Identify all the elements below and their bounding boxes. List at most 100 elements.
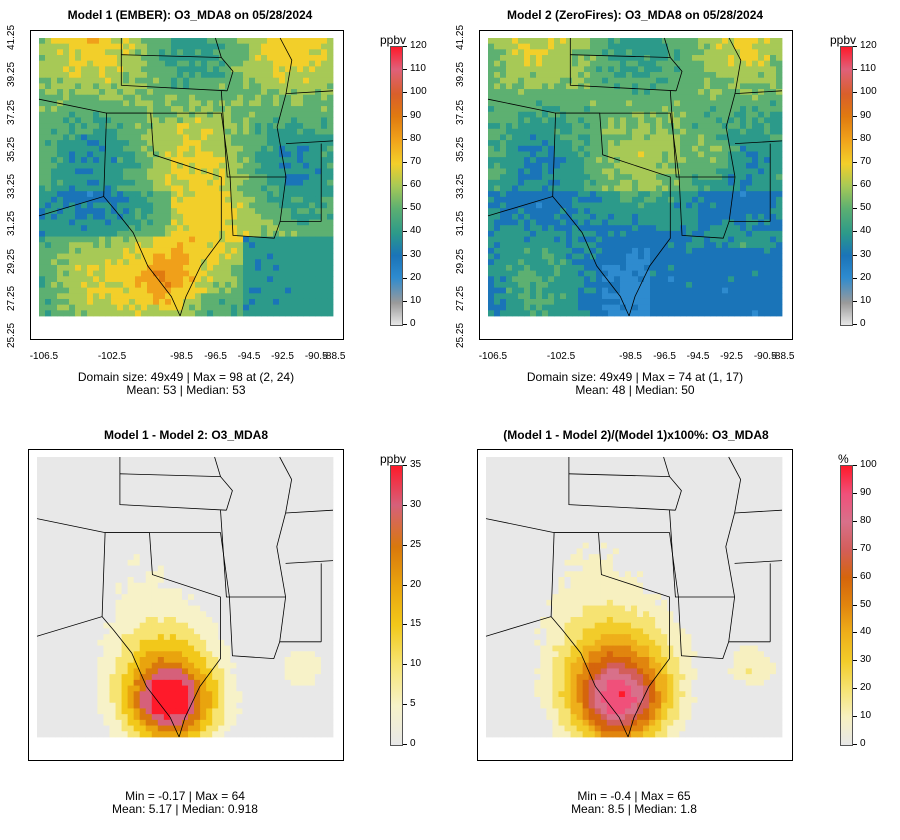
grid-cells [486,457,783,738]
colorbar [390,465,403,746]
colorbar-tick-label: 60 [860,179,872,190]
y-tick-label: 39.25 [455,62,466,88]
state-boundary [214,456,233,511]
colorbar-tick-mark [853,492,857,494]
colorbar-tick-mark [853,744,857,745]
colorbar-tick-label: 20 [410,578,422,590]
colorbar-unit: ppbv [830,33,857,47]
state-boundary [279,456,293,514]
state-boundary [279,37,293,94]
state-boundary [119,457,227,511]
ozone-map [38,37,334,317]
stat-line-2: Mean: 8.5 | Median: 1.8 [571,802,697,816]
state-boundary [555,112,680,178]
colorbar-tick-label: 80 [860,132,872,144]
colorbar-tick-mark [853,185,857,186]
colorbar-tick-label: 5 [410,698,416,710]
colorbar-tick-mark [403,115,407,117]
colorbar-tick-label: 100 [410,86,427,98]
state-boundary [38,98,107,114]
colorbar-tick-label: 10 [860,294,872,306]
boundary-lines [36,456,334,738]
colorbar-tick-label: 70 [860,542,872,554]
colorbar-tick-label: 70 [860,155,872,167]
colorbar-tick-mark [403,69,407,71]
state-boundary [220,510,286,598]
colorbar-unit: ppbv [380,33,407,47]
colorbar-tick-mark [403,324,407,325]
colorbar-tick-label: 40 [860,626,872,638]
y-tick-label: 29.25 [455,248,466,274]
state-boundary [487,98,556,114]
state-boundary [285,90,334,94]
state-boundary [276,512,287,642]
panel-title: Model 1 - Model 2: O3_MDA8 [103,428,269,442]
y-tick-label: 35.25 [6,136,17,162]
y-tick-label: 25.25 [6,322,17,348]
x-tick-label: -96.5 [653,351,676,362]
colorbar-tick-mark [403,504,407,506]
colorbar-tick-label: 10 [410,294,422,306]
state-boundary [485,518,555,533]
state-boundary [678,176,771,239]
colorbar-tick-label: 30 [860,248,872,260]
colorbar-tick-mark [403,300,407,302]
colorbar-tick-label: 30 [860,654,872,666]
colorbar-tick-label: 90 [860,486,872,498]
map-plot-area [479,30,793,340]
state-boundary [106,112,231,178]
colorbar-tick-mark [403,744,407,745]
state-boundary [663,456,682,511]
state-boundary [105,532,230,598]
colorbar [390,46,403,326]
colorbar-tick-mark [403,544,407,546]
colorbar [840,46,853,326]
colorbar-tick-mark [853,138,857,140]
boundary-lines [38,37,334,317]
grid-cells [39,38,334,317]
x-tick-label: -98.5 [619,351,642,362]
colorbar-tick-mark [853,688,857,690]
state-boundary [550,616,629,738]
colorbar-unit: % [838,452,849,466]
colorbar-tick-label: 30 [410,498,422,510]
state-boundary [119,473,221,477]
colorbar-tick-label: 10 [410,658,422,670]
state-boundary [734,509,783,514]
state-boundary [568,457,676,511]
state-boundary [678,596,771,660]
state-boundary [569,38,677,92]
state-boundary [552,196,630,317]
colorbar-tick-label: 35 [410,459,422,470]
state-boundary [664,37,683,91]
y-tick-label: 25.25 [455,322,466,348]
panel-title: Model 2 (ZeroFires): O3_MDA8 on 05/28/20… [506,8,764,22]
map-plot-area [477,449,793,761]
colorbar-tick-mark [403,465,407,466]
state-boundary [570,54,671,58]
colorbar-tick-label: 0 [860,318,866,329]
state-boundary [734,560,783,564]
x-tick-label: -106.5 [478,351,508,362]
grid-cells [37,457,334,738]
colorbar-tick-label: 40 [410,225,422,237]
x-tick-label: -102.5 [546,351,576,362]
y-tick-label: 41.25 [6,24,17,50]
percent-difference-map [485,456,783,738]
colorbar-tick-label: 15 [410,618,422,630]
x-tick-label: -92.5 [271,351,294,362]
colorbar-tick-mark [403,254,407,256]
y-tick-label: 33.25 [6,173,17,199]
colorbar-tick-mark [853,161,857,163]
y-tick-label: 35.25 [455,136,466,162]
state-boundary [103,196,181,317]
y-tick-label: 31.25 [455,211,466,237]
state-boundary [36,518,106,533]
map-plot-area [30,30,344,340]
state-boundary [734,90,783,94]
y-tick-label: 27.25 [455,285,466,311]
colorbar-tick-mark [853,69,857,71]
colorbar-tick-mark [853,231,857,233]
colorbar-tick-label: 0 [860,738,866,749]
colorbar-tick-mark [403,231,407,233]
